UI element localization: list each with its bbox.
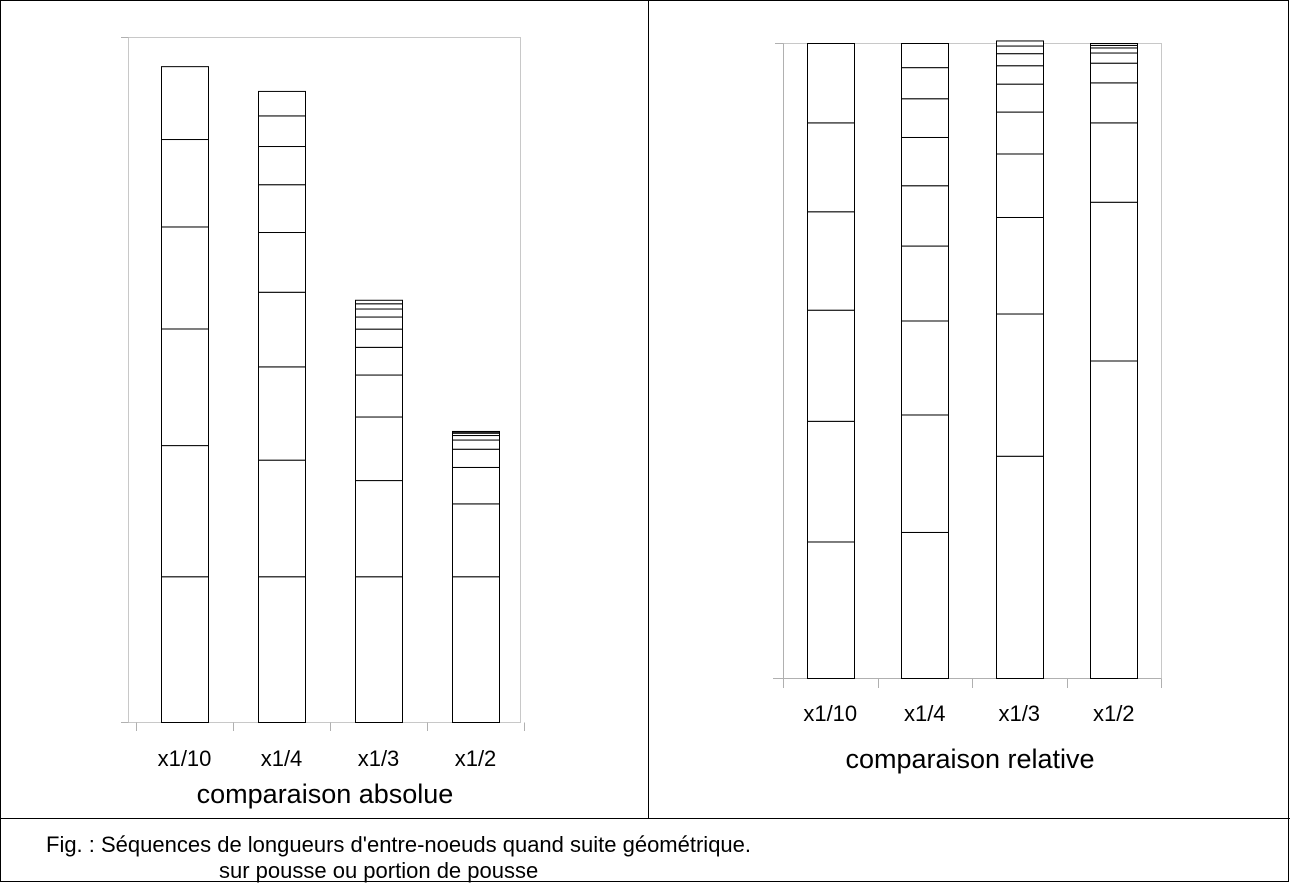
segment-x1/3-2 <box>355 480 403 578</box>
segment-x1/4-9 <box>901 43 949 69</box>
segment-x1/10-2 <box>161 445 209 578</box>
segment-x1/4-5 <box>258 232 306 293</box>
segment-x1/2-9 <box>452 430 500 433</box>
segment-x1/2-3 <box>452 466 500 505</box>
segment-x1/2-1 <box>1090 360 1138 679</box>
segment-x1/4-9 <box>258 90 306 117</box>
relative-x-labels: x1/10 x1/4 x1/3 x1/2 <box>803 701 1134 726</box>
segment-x1/3-6 <box>996 83 1044 113</box>
segment-x1/4-3 <box>901 320 949 416</box>
segment-x1/3-8 <box>996 53 1044 67</box>
segment-x1/4-7 <box>901 98 949 138</box>
relative-bars <box>807 40 1138 680</box>
x-tick-label: x1/2 <box>1093 701 1135 726</box>
segment-x1/3-7 <box>996 65 1044 85</box>
segment-x1/2-5 <box>452 439 500 450</box>
segment-x1/10-5 <box>807 122 855 213</box>
segment-x1/10-1 <box>161 576 209 723</box>
absolute-comparison-chart: x1/10 x1/4 x1/3 x1/2 comparaison absolue <box>121 37 525 809</box>
segment-x1/10-3 <box>807 309 855 422</box>
segment-x1/2-2 <box>1090 201 1138 362</box>
segment-x1/3-5 <box>355 346 403 376</box>
segment-x1/4-6 <box>901 136 949 187</box>
segment-x1/3-8 <box>355 308 403 318</box>
segment-x1/2-3 <box>1090 122 1138 203</box>
segment-x1/3-1 <box>996 455 1044 679</box>
segment-x1/4-8 <box>901 67 949 100</box>
segment-x1/3-10 <box>355 299 403 305</box>
segment-x1/4-5 <box>901 185 949 247</box>
chart-title-relative: comparaison relative <box>845 744 1094 774</box>
figure-caption-line-1: Fig. : Séquences de longueurs d'entre-no… <box>46 832 752 857</box>
segment-x1/3-3 <box>996 216 1044 315</box>
segment-x1/4-1 <box>901 531 949 680</box>
absolute-x-ticks <box>136 722 525 731</box>
segment-x1/2-7 <box>1090 47 1138 54</box>
segment-x1/3-2 <box>996 313 1044 457</box>
x-tick-label: x1/3 <box>358 746 400 771</box>
segment-x1/4-3 <box>258 366 306 461</box>
segment-x1/4-8 <box>258 115 306 148</box>
relative-comparison-chart: x1/10 x1/4 x1/3 x1/2 comparaison relative <box>773 40 1162 774</box>
absolute-x-labels: x1/10 x1/4 x1/3 x1/2 <box>158 746 497 771</box>
segment-x1/4-2 <box>258 459 306 578</box>
segment-x1/4-2 <box>901 414 949 533</box>
segment-x1/2-6 <box>1090 52 1138 64</box>
segment-x1/3-9 <box>996 45 1044 55</box>
relative-x-ticks <box>783 678 1162 688</box>
x-tick-label: x1/3 <box>998 701 1040 726</box>
segment-x1/10-3 <box>161 328 209 447</box>
segment-x1/4-1 <box>258 576 306 723</box>
segment-x1/4-7 <box>258 146 306 186</box>
plot-area-border <box>128 37 521 723</box>
segment-x1/3-4 <box>996 153 1044 218</box>
segment-x1/3-5 <box>996 111 1044 155</box>
absolute-bars <box>161 66 500 723</box>
segment-x1/10-4 <box>807 211 855 311</box>
segment-x1/10-6 <box>161 66 209 141</box>
chart-title-absolute: comparaison absolue <box>197 779 454 809</box>
segment-x1/2-9 <box>1090 43 1138 46</box>
segment-x1/10-5 <box>161 139 209 228</box>
segment-x1/3-10 <box>996 40 1044 47</box>
segment-x1/10-1 <box>807 541 855 679</box>
segment-x1/2-4 <box>452 448 500 468</box>
x-tick-label: x1/10 <box>803 701 857 726</box>
segment-x1/2-6 <box>452 435 500 441</box>
segment-x1/4-4 <box>901 245 949 322</box>
x-tick-label: x1/4 <box>904 701 946 726</box>
x-tick-label: x1/4 <box>261 746 303 771</box>
segment-x1/2-1 <box>452 576 500 723</box>
segment-x1/4-6 <box>258 184 306 234</box>
segment-x1/3-9 <box>355 303 403 310</box>
segment-x1/3-1 <box>355 576 403 723</box>
segment-x1/2-2 <box>452 503 500 578</box>
segment-x1/10-2 <box>807 420 855 543</box>
segment-x1/3-4 <box>355 374 403 418</box>
segment-x1/2-5 <box>1090 62 1138 84</box>
x-tick-label: x1/2 <box>455 746 497 771</box>
figure-caption-line-2: sur pousse ou portion de pousse <box>219 858 539 883</box>
segment-x1/3-3 <box>355 416 403 482</box>
x-tick-label: x1/10 <box>158 746 212 771</box>
segment-x1/10-6 <box>807 43 855 124</box>
segment-x1/10-4 <box>161 226 209 330</box>
segment-x1/2-4 <box>1090 82 1138 124</box>
segment-x1/3-6 <box>355 328 403 348</box>
segment-x1/4-4 <box>258 291 306 368</box>
segment-x1/3-7 <box>355 316 403 330</box>
